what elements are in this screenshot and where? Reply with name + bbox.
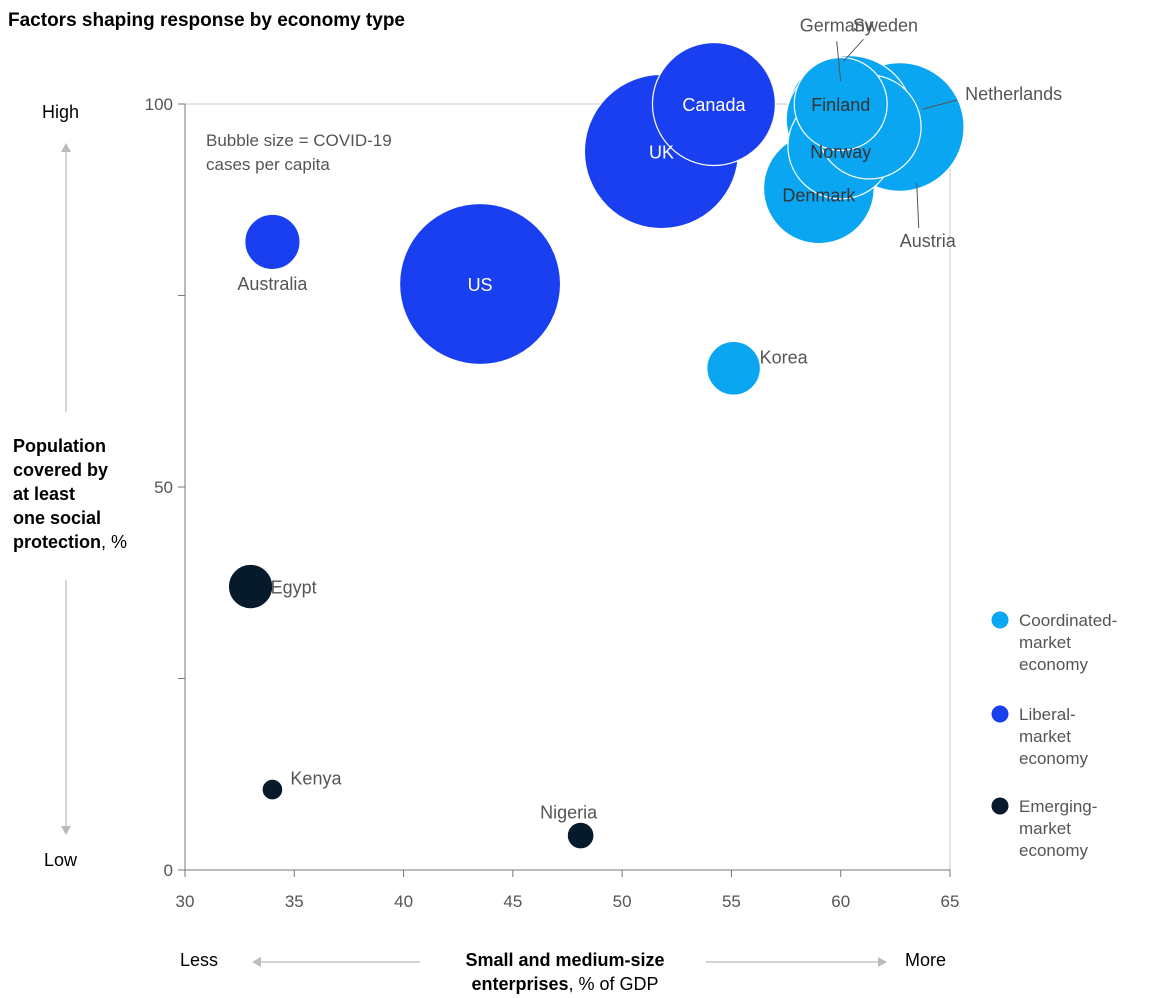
leader-line-austria [917,183,919,228]
x-tick-label: 65 [941,892,960,911]
y-axis-label-line-5: protection, % [13,532,127,552]
bubble-label-austria: Austria [900,231,957,251]
bubble-label-uk: UK [649,142,674,162]
bubble-kenya [262,779,283,800]
legend-label-coordinated: economy [1019,655,1088,674]
x-tick-label: 30 [176,892,195,911]
legend-marker-emerging [992,798,1009,815]
bubble-label-us: US [468,275,493,295]
y-tick-label: 0 [164,861,173,880]
bubble-label-egypt: Egypt [271,578,317,598]
legend-label-liberal: Liberal- [1019,705,1076,724]
y-arrow-up-head [61,143,71,152]
x-tick-label: 60 [831,892,850,911]
y-tick-label: 100 [145,95,173,114]
x-axis-less: Less [180,950,218,970]
legend-label-liberal: market [1019,727,1071,746]
legend-marker-liberal [992,706,1009,723]
legend-label-emerging: Emerging- [1019,797,1097,816]
bubble-label-netherlands: Netherlands [965,84,1062,104]
bubble-label-finland: Finland [811,95,870,115]
bubble-label-denmark: Denmark [782,185,856,205]
bubble-nigeria [567,822,594,849]
y-axis-low: Low [44,850,78,870]
x-arrow-left-head [252,957,261,967]
y-arrow-down-head [61,826,71,835]
x-tick-label: 50 [613,892,632,911]
bubble-label-kenya: Kenya [290,769,342,789]
legend-label-coordinated: market [1019,633,1071,652]
y-axis-high: High [42,102,79,122]
x-axis-more: More [905,950,946,970]
bubble-label-australia: Australia [237,274,308,294]
bubble-korea [707,341,761,395]
y-tick-label: 50 [154,478,173,497]
y-axis-label-line-2: covered by [13,460,108,480]
legend-label-liberal: economy [1019,749,1088,768]
x-tick-label: 40 [394,892,413,911]
x-arrow-right-head [878,957,887,967]
x-axis-label-line-1: Small and medium-size [465,950,664,970]
chart-title: Factors shaping response by economy type [8,10,405,31]
legend-label-emerging: market [1019,819,1071,838]
x-tick-label: 45 [503,892,522,911]
legend-marker-coordinated [992,612,1009,629]
bubble-label-canada: Canada [682,95,746,115]
legend-label-coordinated: Coordinated- [1019,611,1117,630]
legend-label-emerging: economy [1019,841,1088,860]
bubble-label-nigeria: Nigeria [540,803,598,823]
legend: Coordinated-market economy Liberal-market e… [992,611,1118,860]
x-axis-annotation: Less More Small and medium-size enterpri… [180,950,946,994]
x-tick-label: 55 [722,892,741,911]
bubble-egypt [228,564,272,608]
bubble-label-germany: Germany [800,15,874,35]
y-axis-label-line-3: at least [13,484,75,504]
bubble-australia [245,214,300,269]
bubble-size-note-line-2: cases per capita [206,155,330,174]
y-axis-annotation: High Low Population covered by at least … [13,102,127,870]
bubbles [228,43,964,849]
x-axis-label-line-2: enterprises, % of GDP [471,974,658,994]
x-tick-label: 35 [285,892,304,911]
bubble-size-note-line-1: Bubble size = COVID-19 [206,131,392,150]
bubble-label-korea: Korea [760,347,809,367]
bubble-label-norway: Norway [810,142,871,162]
y-axis-label-line-1: Population [13,436,106,456]
y-axis-label-line-4: one social [13,508,101,528]
